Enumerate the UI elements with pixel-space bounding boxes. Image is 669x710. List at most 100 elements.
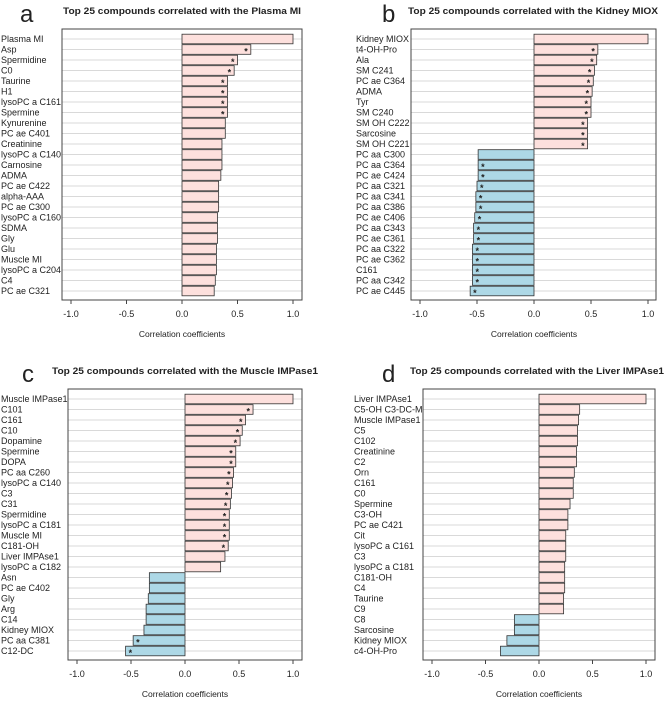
bar	[533, 75, 594, 87]
x-tick-label: -1.0	[69, 669, 85, 679]
x-tick-label: 1.0	[287, 669, 300, 679]
category-label: Gly	[1, 234, 15, 244]
category-label: PC aa C364	[356, 160, 405, 170]
bar	[506, 635, 540, 646]
bar	[181, 138, 223, 150]
x-tick-label: -1.0	[63, 309, 79, 319]
significance-star: *	[136, 638, 140, 648]
bar	[181, 285, 215, 297]
bar	[538, 530, 567, 541]
bar	[181, 191, 220, 202]
category-label: SM OH C221	[356, 139, 410, 149]
category-label: Sarcosine	[356, 129, 396, 139]
category-label: Asn	[1, 573, 17, 583]
bar	[181, 254, 217, 265]
bar	[147, 593, 186, 604]
bar	[538, 404, 581, 415]
bar	[184, 456, 237, 468]
x-tick-label: 0.0	[176, 309, 189, 319]
bar	[533, 138, 588, 150]
category-label: PC aa C341	[356, 192, 405, 202]
significance-star: *	[221, 110, 225, 120]
category-label: C181-OH	[354, 573, 392, 583]
bar	[474, 212, 535, 223]
category-label: lysoPC a C182	[1, 562, 61, 572]
bar	[184, 530, 230, 541]
category-label: C12-DC	[1, 646, 34, 656]
category-label: C2	[354, 457, 366, 467]
significance-star: *	[587, 78, 591, 88]
category-label: lysoPC a C140	[1, 150, 61, 160]
significance-star: *	[584, 99, 588, 109]
category-label: PC ae C321	[1, 286, 50, 296]
bar	[538, 551, 567, 562]
chart-c: c Top 25 compounds correlated with the Mu…	[1, 361, 318, 699]
significance-star: *	[223, 512, 227, 522]
significance-star: *	[221, 89, 225, 99]
significance-star: *	[477, 236, 481, 246]
category-label: SDMA	[1, 223, 27, 233]
bar	[181, 75, 228, 87]
panel-b: b Top 25 compounds correlated with the Ki…	[335, 0, 669, 350]
bar	[538, 435, 578, 447]
bar	[181, 149, 223, 160]
panel-letter: b	[382, 1, 395, 28]
category-label: Arg	[1, 604, 15, 614]
category-label: PC ae C361	[356, 234, 405, 244]
significance-star: *	[581, 120, 585, 130]
bar	[538, 456, 577, 468]
category-label: C102	[354, 436, 376, 446]
category-label: Liver IMPAse1	[354, 394, 412, 404]
x-tick-label: -0.5	[119, 309, 135, 319]
x-axis-label: Correlation coefficients	[491, 329, 577, 339]
significance-star: *	[475, 257, 479, 267]
bar	[181, 96, 228, 108]
x-axis-label: Correlation coefficients	[139, 329, 225, 339]
category-label: c4-OH-Pro	[354, 646, 397, 656]
chart-d: d Top 25 compounds correlated with the Li…	[354, 361, 664, 699]
category-label: lysoPC a C160	[1, 213, 61, 223]
bar	[181, 222, 218, 234]
bar	[472, 243, 535, 255]
panel-letter: a	[20, 1, 34, 28]
significance-star: *	[581, 141, 585, 151]
significance-star: *	[481, 173, 485, 183]
bar	[533, 54, 598, 66]
x-tick-label: 0.5	[585, 309, 598, 319]
significance-star: *	[591, 47, 595, 57]
category-label: PC aa C321	[356, 181, 405, 191]
bar	[477, 149, 535, 160]
significance-star: *	[581, 131, 585, 141]
bar	[184, 435, 241, 447]
category-label: PC aa C343	[356, 223, 405, 233]
category-label: PC ae C422	[1, 181, 50, 191]
chart-title: Top 25 compounds correlated with the Pla…	[63, 6, 301, 16]
category-label: Spermine	[1, 447, 40, 457]
significance-star: *	[475, 278, 479, 288]
category-label: C0	[1, 66, 13, 76]
significance-star: *	[223, 533, 227, 543]
bar	[181, 243, 217, 255]
panel-a: a Top 25 compounds correlated with the Pl…	[0, 0, 335, 350]
bar	[184, 498, 231, 510]
bar	[181, 233, 218, 244]
category-label: Muscle MI	[1, 531, 42, 541]
significance-star: *	[590, 57, 594, 67]
x-tick-label: -0.5	[469, 309, 485, 319]
bar	[538, 582, 566, 594]
category-label: C3-OH	[354, 510, 382, 520]
x-tick-label: 0.0	[528, 309, 541, 319]
category-label: C10	[1, 426, 18, 436]
chart-title: Top 25 compounds correlated with the Liv…	[410, 366, 664, 376]
bar	[184, 404, 254, 415]
bar	[533, 117, 588, 129]
category-label: C14	[1, 615, 18, 625]
bar	[181, 107, 228, 118]
category-label: Ala	[356, 55, 369, 65]
category-label: PC aa C342	[356, 276, 405, 286]
category-label: lysoPC a C140	[1, 478, 61, 488]
bar	[533, 44, 599, 55]
bar	[538, 467, 575, 478]
category-label: Kidney MIOX	[1, 625, 54, 635]
category-label: C31	[1, 499, 18, 509]
